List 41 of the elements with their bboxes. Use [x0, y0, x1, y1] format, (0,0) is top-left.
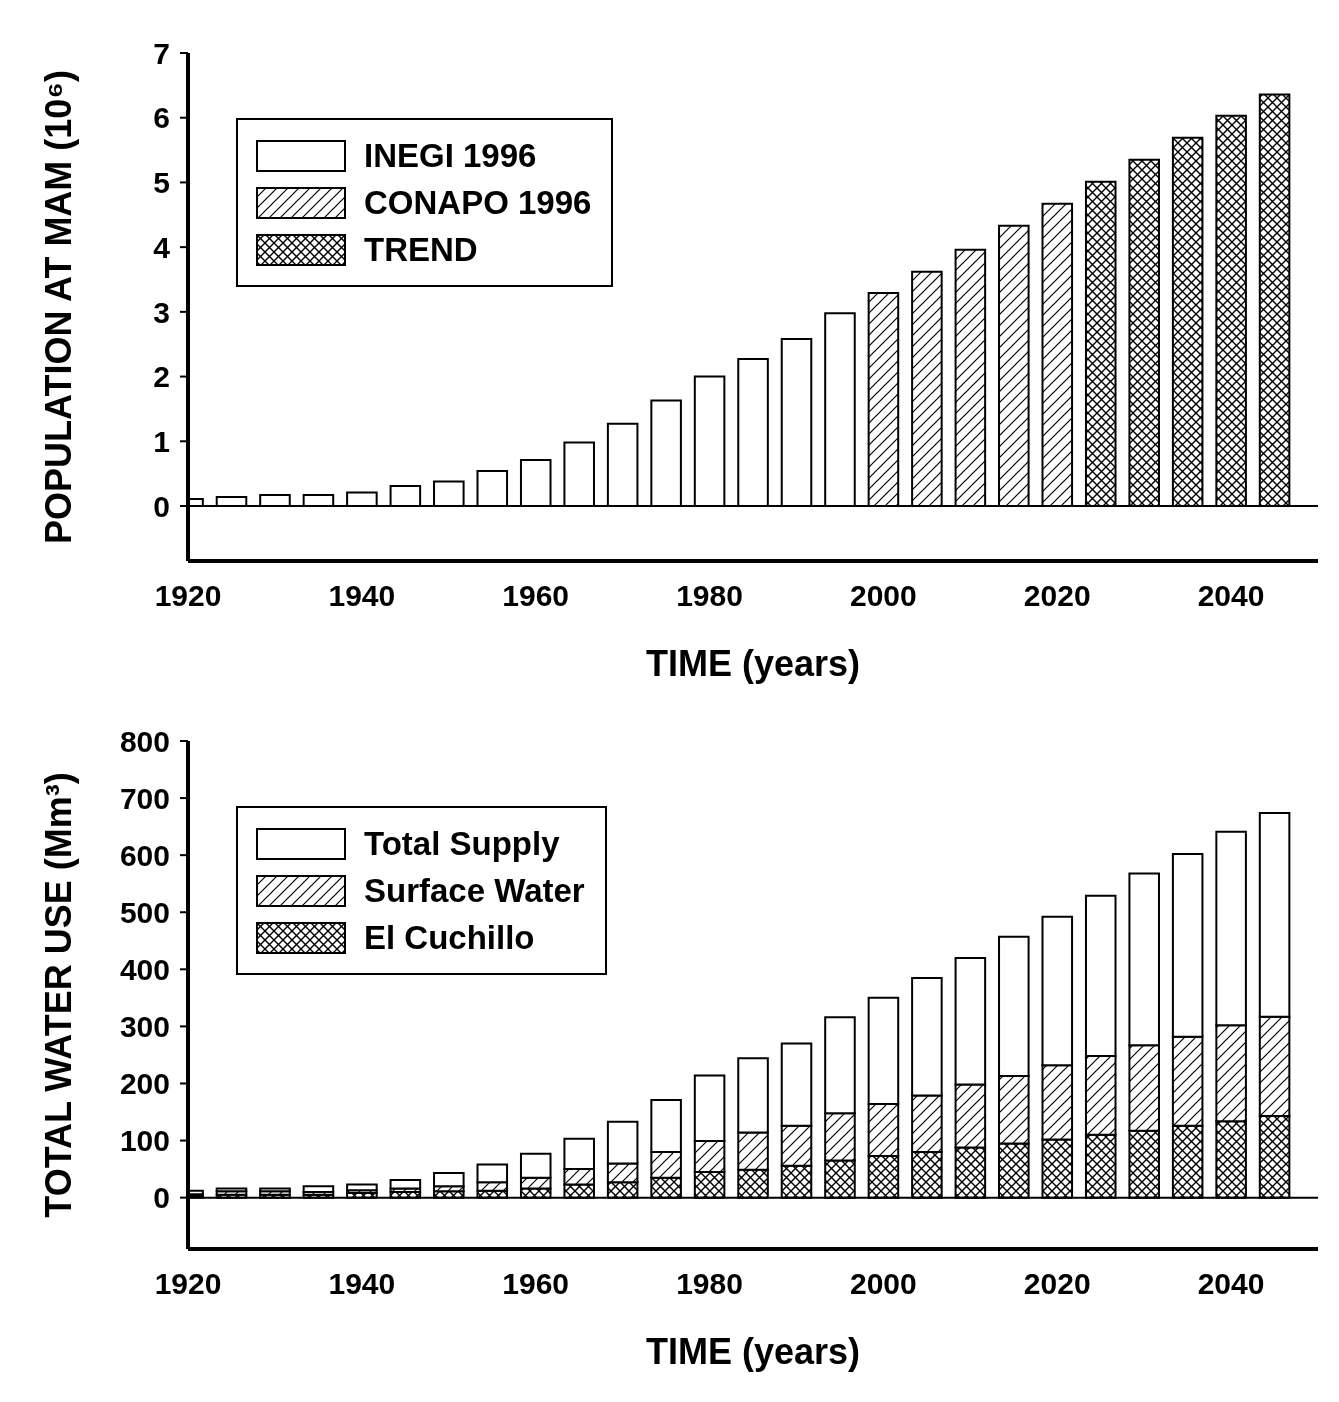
- legend-label: El Cuchillo: [364, 918, 535, 957]
- x-tick-label: 1980: [676, 1267, 743, 1301]
- y-tick-label: 800: [119, 724, 170, 758]
- x-axis-title: TIME (years): [645, 643, 861, 684]
- x-tick-label: 2020: [1023, 579, 1091, 613]
- x-tick-label: 1940: [328, 579, 396, 613]
- x-tick-label: 1960: [502, 579, 570, 613]
- y-tick-label: 6: [153, 101, 170, 135]
- legend-label: Surface Water: [364, 871, 585, 910]
- y-tick-label: 7: [153, 36, 170, 70]
- y-tick-label: 700: [119, 781, 170, 815]
- x-tick-label: 2000: [850, 579, 917, 613]
- x-tick-label: 1980: [676, 579, 743, 613]
- x-axis-title: TIME (years): [645, 1331, 861, 1372]
- y-tick-label: 0: [153, 1181, 170, 1215]
- y-axis-title: POPULATION AT MAM (10⁶): [37, 70, 79, 544]
- y-tick-label: 500: [119, 895, 170, 929]
- x-tick-label: 2020: [1023, 1267, 1091, 1301]
- x-tick-label: 2000: [850, 1267, 917, 1301]
- y-tick-label: 1: [153, 424, 170, 458]
- legend-label: CONAPO 1996: [364, 183, 592, 222]
- legend-label: Total Supply: [364, 824, 560, 863]
- y-tick-label: 4: [153, 230, 171, 264]
- y-tick-label: 200: [119, 1067, 170, 1101]
- x-tick-label: 2040: [1197, 579, 1265, 613]
- y-tick-label: 100: [119, 1124, 170, 1158]
- x-tick-label: 1920: [154, 579, 222, 613]
- y-tick-label: 0: [153, 489, 170, 523]
- y-tick-label: 300: [119, 1010, 170, 1044]
- x-tick-label: 1920: [154, 1267, 222, 1301]
- y-tick-label: 5: [153, 166, 170, 200]
- y-tick-label: 2: [153, 360, 170, 394]
- legend-label: TREND: [364, 230, 478, 269]
- y-tick-label: 400: [119, 952, 170, 986]
- y-tick-label: 600: [119, 838, 170, 872]
- legend-label: INEGI 1996: [364, 136, 537, 175]
- x-tick-label: 1940: [328, 1267, 396, 1301]
- x-tick-label: 2040: [1197, 1267, 1265, 1301]
- x-tick-label: 1960: [502, 1267, 570, 1301]
- y-axis-title: TOTAL WATER USE (Mm³): [37, 772, 79, 1218]
- y-tick-label: 3: [153, 295, 170, 329]
